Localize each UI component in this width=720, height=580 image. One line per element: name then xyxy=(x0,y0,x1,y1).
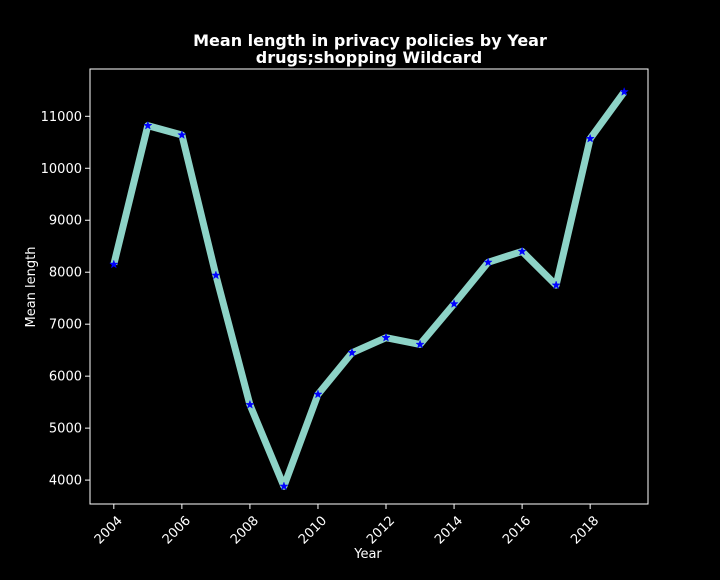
data-point-marker xyxy=(177,130,187,140)
series-layer xyxy=(109,86,629,491)
data-point-marker xyxy=(551,280,561,290)
y-tick-label: 6000 xyxy=(49,370,82,385)
y-tick-label: 7000 xyxy=(49,318,82,333)
data-point-marker xyxy=(143,120,153,130)
y-tick-label: 8000 xyxy=(49,266,82,281)
axes-frame xyxy=(89,68,649,505)
data-point-marker xyxy=(517,246,527,256)
y-axis-label: Mean length xyxy=(24,247,39,328)
series-line xyxy=(110,89,628,490)
data-point-marker xyxy=(245,399,255,409)
chart-subtitle: drugs;shopping Wildcard xyxy=(256,48,483,67)
data-point-marker xyxy=(347,347,357,357)
data-point-marker xyxy=(415,339,425,349)
y-axis-ticks: 4000 5000 6000 7000 8000 9000 10000 11000 xyxy=(41,110,90,489)
y-tick-label: 11000 xyxy=(41,110,82,125)
data-point-marker xyxy=(449,298,459,308)
data-point-marker xyxy=(381,332,391,342)
data-point-marker xyxy=(619,86,629,96)
y-tick-label: 9000 xyxy=(49,214,82,229)
chart-title: Mean length in privacy policies by Year xyxy=(193,31,547,50)
y-tick-label: 10000 xyxy=(41,162,82,177)
data-point-marker xyxy=(211,270,221,280)
data-point-marker xyxy=(585,133,595,143)
y-tick-label: 5000 xyxy=(49,422,82,437)
data-point-marker xyxy=(109,259,119,269)
x-axis-label: Year xyxy=(353,547,382,562)
data-point-marker xyxy=(279,481,289,491)
data-point-marker xyxy=(313,389,323,399)
y-tick-label: 4000 xyxy=(49,474,82,489)
data-point-marker xyxy=(483,257,493,267)
